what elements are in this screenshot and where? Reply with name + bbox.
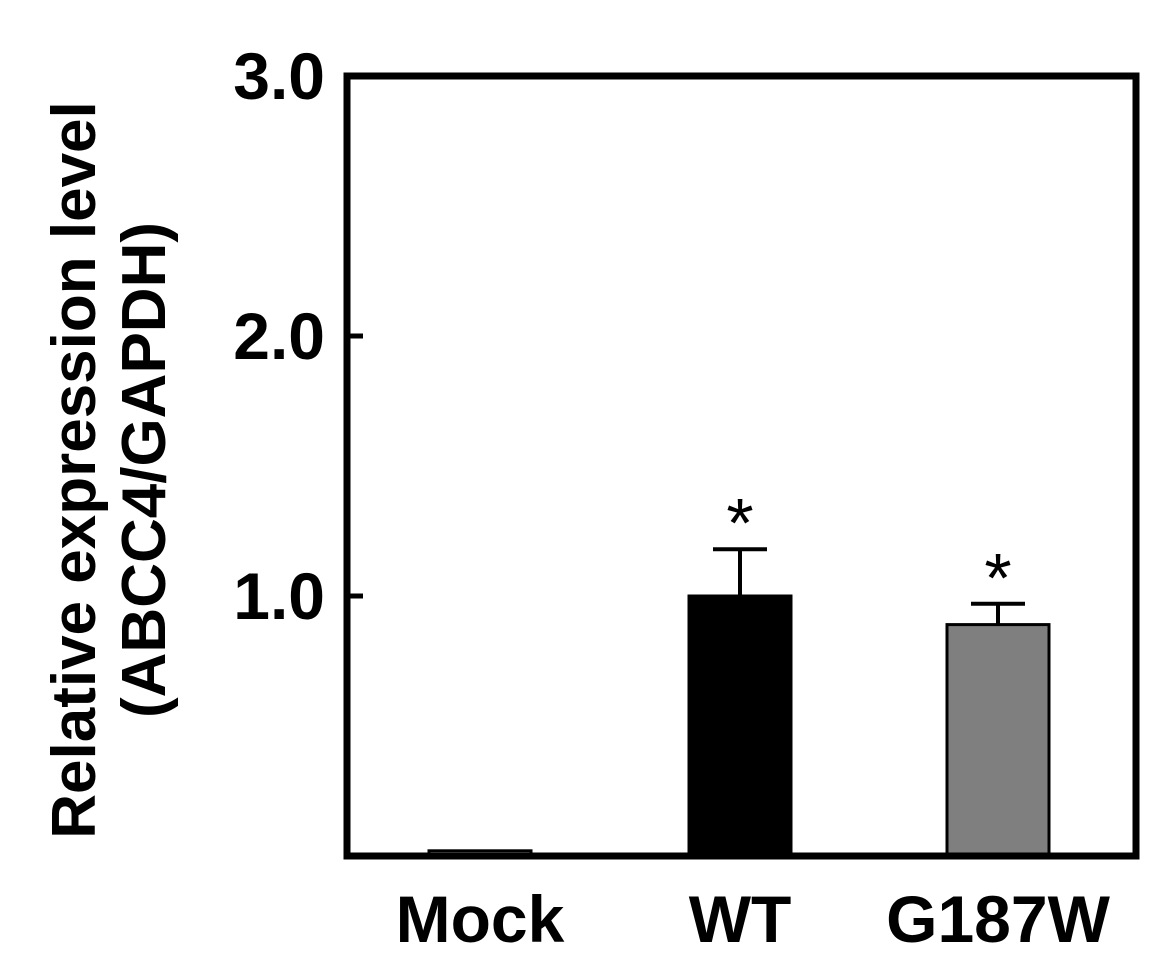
y-tick-label: 2.0 bbox=[233, 299, 325, 373]
significance-marker: * bbox=[726, 484, 753, 562]
error-bars-group bbox=[713, 547, 1025, 625]
significance-marker: * bbox=[984, 539, 1011, 617]
x-label-g187w: G187W bbox=[886, 882, 1110, 956]
annotations-group: ** bbox=[726, 484, 1011, 617]
y-tick-label: 1.0 bbox=[233, 559, 325, 633]
x-label-wt: WT bbox=[689, 882, 792, 956]
y-axis-title-line-1: Relative expression level bbox=[40, 101, 109, 839]
x-label-mock: Mock bbox=[396, 882, 565, 956]
y-axis-title: Relative expression level (ABCC4/GAPDH) bbox=[40, 101, 179, 839]
y-axis-title-line-2: (ABCC4/GAPDH) bbox=[110, 222, 179, 718]
bar-g187w bbox=[945, 623, 1051, 858]
bars-group bbox=[427, 594, 1051, 858]
y-tick-label: 3.0 bbox=[233, 39, 325, 113]
bar-wt bbox=[687, 594, 793, 858]
x-labels-group: Mock WT G187W bbox=[396, 882, 1111, 956]
y-ticks-group: 1.0 2.0 3.0 bbox=[233, 39, 363, 633]
plot-frame bbox=[343, 72, 1140, 860]
